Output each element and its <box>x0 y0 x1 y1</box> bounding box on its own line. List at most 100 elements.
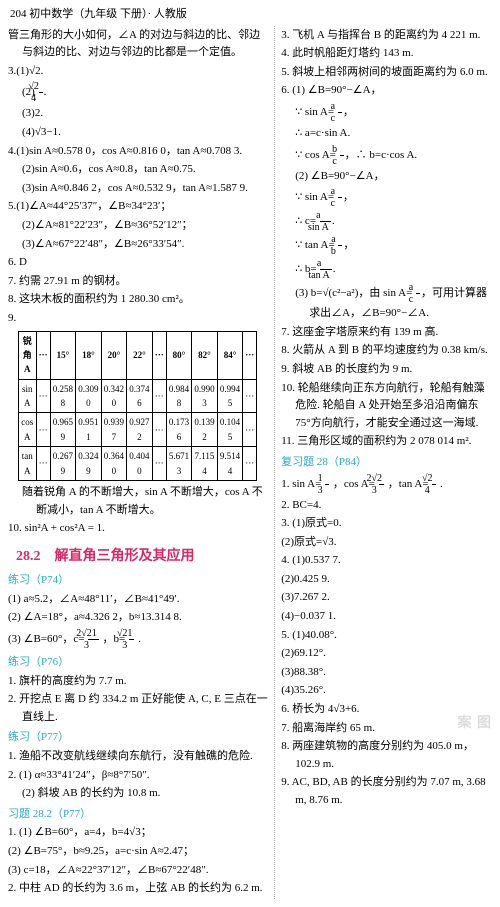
fraction: a c <box>416 282 420 305</box>
frac-d: 3 <box>379 485 385 496</box>
fraction: a sin A <box>320 210 331 233</box>
frac-n: a <box>338 101 342 113</box>
r6p2-l4: ∴ b= a tan A . <box>295 258 492 281</box>
frac-n: √21 <box>129 628 135 640</box>
td: 0.324 9 <box>76 447 102 481</box>
fraction: √2 4 <box>39 81 43 104</box>
fraction: a b <box>338 234 342 257</box>
r6p2-head: (2) ∠B=90°−∠A， <box>295 168 492 186</box>
frac-d: 3 <box>88 640 99 651</box>
frac-n: a <box>416 282 420 294</box>
td: 0.364 0 <box>101 447 127 481</box>
th: ··· <box>36 331 50 379</box>
r6-l1-post: ， <box>343 106 354 118</box>
th: ··· <box>152 331 166 379</box>
td: 0.994 5 <box>217 379 243 413</box>
q6: 6. D <box>8 254 268 272</box>
rv1: 1. sin A= 1 3 ，cos A= 2√2 3 ，tan A= √2 4… <box>281 473 492 496</box>
th: 15° <box>50 331 76 379</box>
td: ··· <box>152 413 166 447</box>
rv9: 9. AC, BD, AB 的长度分别约为 7.07 m, 3.68 m, 8.… <box>281 774 492 809</box>
r4: 4. 此时帆船距灯塔约 143 m. <box>281 45 492 63</box>
th: ··· <box>243 331 257 379</box>
p74-3-post: . <box>138 633 141 645</box>
frac-n: a <box>320 258 331 270</box>
frac-n: 1 <box>325 473 329 485</box>
fraction: 1 3 <box>325 473 329 496</box>
ex-1a: 1. (1) ∠B=60°，a=4，b=4√3； <box>8 824 268 842</box>
content-columns: 管三角形的大小如何，∠A 的对边与斜边的比、邻边与斜边的比、对边与邻边的比都是一… <box>0 26 500 907</box>
q5: 5.(1)∠A≈44°25′37″，∠B≈34°23′； <box>8 198 268 216</box>
q3-num: 3. <box>8 65 16 77</box>
fraction: a tan A <box>320 258 331 281</box>
frac-d: 4 <box>39 93 43 104</box>
frac-n: 2√2 <box>379 473 385 485</box>
watermark: 案 图 <box>458 713 493 735</box>
q10: 10. sin²A + cos²A = 1. <box>8 520 268 538</box>
q5-num: 5. <box>8 200 16 212</box>
p77-1: 1. 渔船不改变航线继续向东航行，没有触礁的危险. <box>8 748 268 766</box>
q9: 9. <box>8 310 268 328</box>
td: 0.258 8 <box>50 379 76 413</box>
frac-n: a <box>338 234 342 246</box>
td: 0.984 8 <box>166 379 192 413</box>
fraction: b c <box>340 144 344 167</box>
rv4a: 4. (1)0.537 7. <box>281 552 492 570</box>
td: 0.927 2 <box>127 413 153 447</box>
p74-2: (2) ∠A=18°，a≈4.326 2，b≈13.314 8. <box>8 609 268 627</box>
th: 18° <box>76 331 102 379</box>
r6-l3-post: ，∴ b=c·cos A. <box>345 149 418 161</box>
q9-note: 随着锐角 A 的不断增大，sin A 不断增大，cos A 不断减小，tan A… <box>22 484 268 519</box>
th: 锐角 A <box>19 331 37 379</box>
r6p2-l3: ∵ tan A= a b ， <box>295 234 492 257</box>
ex-1b: (2) ∠B=75°，b≈9.25，a=c·sin A≈2.47； <box>8 843 268 861</box>
td: sin A <box>19 379 37 413</box>
trig-table-body: sin A ··· 0.258 8 0.309 0 0.342 0 0.374 … <box>19 379 257 480</box>
r6-l3-pre: ∵ cos A= <box>295 149 336 161</box>
r6p2-l3-pre: ∵ tan A= <box>295 239 334 251</box>
td: ··· <box>152 379 166 413</box>
r6-l1-pre: ∵ sin A= <box>295 106 334 118</box>
fraction: 2√2 3 <box>379 473 385 496</box>
p77-2: 2. (1) α≈33°41′24″，β≈8°7′50″. <box>8 767 268 785</box>
exercise-label: 习题 28.2（P77） <box>8 806 268 824</box>
q5-p3: (3)∠A≈67°22′48″，∠B≈26°33′54″. <box>22 236 268 254</box>
td: ··· <box>152 447 166 481</box>
frac-n: b <box>340 144 344 156</box>
td: 7.115 4 <box>192 447 218 481</box>
rv5a: 5. (1)40.08°. <box>281 627 492 645</box>
frac-d: b <box>338 246 342 257</box>
r6p3-pre: (3) b=√(c²−a²)，由 sin A= <box>295 287 412 299</box>
rv5c: (3)88.38°. <box>281 664 492 682</box>
frac-d: 3 <box>325 485 329 496</box>
rv5b: (2)69.12°. <box>281 645 492 663</box>
frac-d: c <box>340 156 344 167</box>
r8: 8. 火箭从 A 到 B 的平均速度约为 0.38 km/s. <box>281 342 492 360</box>
r6p2-l1-pre: ∵ sin A= <box>295 191 334 203</box>
td: ··· <box>36 447 50 481</box>
right-column: 3. 飞机 A 与指挥台 B 的距离约为 4 221 m. 4. 此时帆船距灯塔… <box>274 26 492 899</box>
r6p2-l2: ∴ c= a sin A . <box>295 210 492 233</box>
q4: 4.(1)sin A≈0.578 0，cos A≈0.816 0，tan A≈0… <box>8 143 268 161</box>
q3: 3.(1)√2. <box>8 63 268 81</box>
q4-p2: (2)sin A≈0.6，cos A≈0.8，tan A≈0.75. <box>22 161 268 179</box>
p74-3-pre: (3) ∠B=60°，c= <box>8 633 84 645</box>
q3-p2: (2) √2 4 . <box>22 81 268 104</box>
frac-n: √2 <box>432 473 436 485</box>
frac-d: c <box>338 113 342 124</box>
r6-head: 6. (1) ∠B=90°−∠A， <box>281 82 492 100</box>
td: 0.104 5 <box>217 413 243 447</box>
r6p2-l3-post: ， <box>343 239 354 251</box>
frac-d: c <box>338 198 342 209</box>
q5-p2: (2)∠A≈81°22′23″，∠B≈36°52′12″； <box>22 217 268 235</box>
td: 0.965 9 <box>50 413 76 447</box>
frac-n: a <box>320 210 331 222</box>
r6-l2: ∴ a=c·sin A. <box>295 125 492 143</box>
review-label: 复习题 28（P84） <box>281 454 492 472</box>
frac-d: c <box>416 294 420 305</box>
table-row: cos A ··· 0.965 9 0.951 1 0.939 7 0.927 … <box>19 413 257 447</box>
td: ··· <box>243 413 257 447</box>
p74-1: (1) a≈5.2，∠A≈48°11′，∠B≈41°49′. <box>8 591 268 609</box>
r10: 10. 轮船继续向正东方向航行，轮船有触藻危险. 轮船自 A 处开始至多沿沿南偏… <box>281 380 492 433</box>
q5-p1: (1)∠A≈44°25′37″，∠B≈34°23′； <box>16 200 171 212</box>
